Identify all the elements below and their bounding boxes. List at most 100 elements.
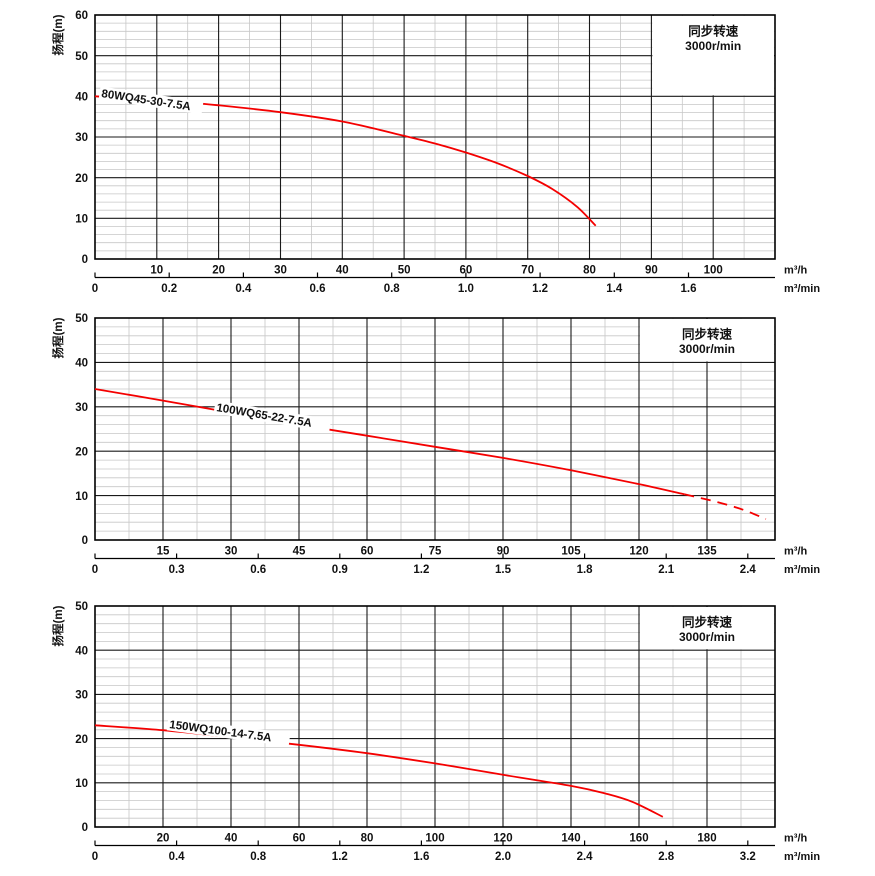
svg-text:105: 105 (561, 546, 581, 558)
y-axis-title: 扬程(m) (51, 605, 65, 646)
svg-text:30: 30 (75, 402, 88, 414)
svg-text:2.8: 2.8 (658, 851, 675, 863)
unit-m3h: m³/h (784, 265, 808, 277)
svg-text:0.6: 0.6 (310, 283, 326, 295)
speed-note-box (652, 16, 774, 96)
y-axis-title: 扬程(m) (51, 14, 65, 55)
svg-text:40: 40 (75, 92, 88, 104)
y-axis-ticks: 0 10 20 30 40 50 60 (75, 10, 88, 266)
svg-text:0.9: 0.9 (332, 564, 348, 576)
svg-text:10: 10 (75, 778, 88, 790)
svg-text:0: 0 (92, 564, 98, 576)
svg-text:1.2: 1.2 (332, 851, 348, 863)
svg-text:2.0: 2.0 (495, 851, 511, 863)
svg-text:0.6: 0.6 (250, 564, 266, 576)
svg-text:10: 10 (75, 214, 88, 226)
svg-text:1.4: 1.4 (606, 283, 623, 295)
svg-text:20: 20 (75, 173, 88, 185)
y-axis-ticks: 0 10 20 30 40 50 (75, 313, 88, 547)
svg-text:0: 0 (82, 535, 88, 547)
svg-text:50: 50 (75, 313, 88, 325)
svg-text:20: 20 (75, 734, 88, 746)
plot-border (94, 14, 776, 260)
speed-note-line2: 3000r/min (679, 630, 735, 644)
y-axis-ticks: 0 10 20 30 40 50 (75, 601, 88, 834)
svg-text:1.8: 1.8 (577, 564, 594, 576)
unit-m3h: m³/h (784, 546, 808, 558)
svg-text:2.1: 2.1 (658, 564, 675, 576)
speed-note-line2: 3000r/min (679, 342, 735, 356)
svg-text:15: 15 (157, 546, 170, 558)
plot-border (94, 317, 776, 541)
svg-text:30: 30 (75, 690, 88, 702)
svg-text:80: 80 (583, 265, 596, 277)
curve-model-label: 150WQ100-14-7.5A (166, 717, 291, 747)
svg-text:1.6: 1.6 (681, 283, 697, 295)
svg-text:40: 40 (336, 265, 349, 277)
svg-text:50: 50 (75, 601, 88, 613)
pump-curve-80WQ45-30-7.5A (94, 95, 597, 227)
svg-text:0.4: 0.4 (235, 283, 252, 295)
svg-text:0.3: 0.3 (169, 564, 185, 576)
svg-text:20: 20 (212, 265, 225, 277)
svg-text:2.4: 2.4 (577, 851, 594, 863)
svg-text:90: 90 (497, 546, 510, 558)
x-axis-secondary: 0 0.4 0.8 1.2 1.6 2.0 2.4 2.8 3.2 (92, 840, 775, 863)
svg-text:40: 40 (75, 358, 88, 370)
svg-text:60: 60 (460, 265, 473, 277)
speed-note-box (640, 607, 774, 650)
x-axis-secondary: 0 0.3 0.6 0.9 1.2 1.5 1.8 2.1 2.4 (92, 553, 775, 576)
svg-text:1.6: 1.6 (413, 851, 429, 863)
svg-text:160: 160 (629, 833, 648, 845)
svg-text:0: 0 (92, 851, 98, 863)
svg-text:40: 40 (225, 833, 238, 845)
svg-text:40: 40 (75, 645, 88, 657)
unit-m3min: m³/min (784, 283, 820, 295)
svg-text:60: 60 (361, 546, 374, 558)
svg-text:70: 70 (521, 265, 534, 277)
svg-text:30: 30 (225, 546, 238, 558)
pump-curve-100WQ65-22-7.5A (extrapolated) (684, 493, 767, 520)
svg-text:0: 0 (82, 822, 88, 834)
svg-text:75: 75 (429, 546, 442, 558)
pump-curve-100WQ65-22-7.5A (94, 388, 685, 496)
svg-text:1.5: 1.5 (495, 564, 512, 576)
speed-note-box (640, 319, 774, 362)
svg-text:120: 120 (493, 833, 512, 845)
svg-text:0.8: 0.8 (250, 851, 267, 863)
svg-text:0.8: 0.8 (384, 283, 401, 295)
svg-text:3.2: 3.2 (740, 851, 756, 863)
svg-text:100: 100 (425, 833, 444, 845)
curve-model-label-text: 150WQ100-14-7.5A (169, 719, 273, 744)
svg-text:30: 30 (75, 132, 88, 144)
x-axis-secondary: 0 0.2 0.4 0.6 0.8 1.0 1.2 1.4 1.6 (92, 272, 775, 295)
svg-text:1.0: 1.0 (458, 283, 474, 295)
svg-text:60: 60 (75, 10, 88, 22)
x-axis-primary-ticks: 20 40 60 80 100 120 140 160 180 (157, 833, 717, 845)
svg-text:80: 80 (361, 833, 374, 845)
y-axis-title: 扬程(m) (51, 317, 65, 358)
svg-text:30: 30 (274, 265, 287, 277)
plot-border (94, 605, 776, 828)
svg-text:60: 60 (293, 833, 306, 845)
svg-text:20: 20 (75, 446, 88, 458)
svg-text:0.2: 0.2 (161, 283, 177, 295)
speed-note-line1: 同步转速 (688, 24, 739, 39)
svg-text:0: 0 (82, 254, 88, 266)
curve-model-label-text: 80WQ45-30-7.5A (101, 88, 192, 113)
major-grid (95, 15, 775, 259)
svg-text:10: 10 (75, 491, 88, 503)
speed-note-line2: 3000r/min (685, 39, 741, 53)
unit-m3min: m³/min (784, 564, 820, 576)
svg-text:50: 50 (398, 265, 411, 277)
svg-text:140: 140 (561, 833, 580, 845)
svg-text:1.2: 1.2 (413, 564, 429, 576)
speed-note-line1: 同步转速 (682, 615, 733, 630)
svg-text:10: 10 (150, 265, 163, 277)
svg-text:120: 120 (629, 546, 648, 558)
x-axis-primary-ticks: 10 20 30 40 50 60 70 80 90 100 (150, 265, 722, 277)
